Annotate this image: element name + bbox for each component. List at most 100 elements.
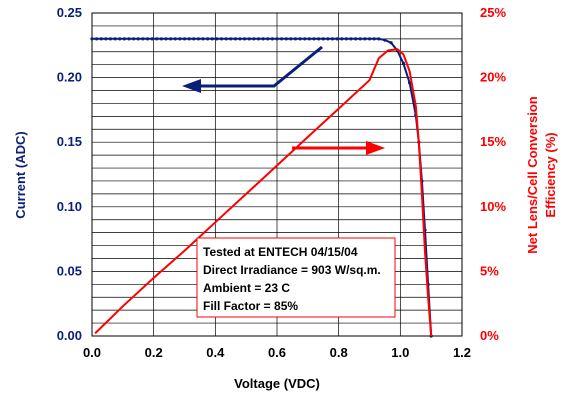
x-tick-label: 0.0 — [83, 345, 101, 360]
current-data-point — [178, 37, 182, 41]
current-data-point — [224, 37, 228, 41]
current-data-point — [372, 37, 376, 41]
current-data-point — [141, 37, 145, 41]
current-data-point — [280, 37, 284, 41]
annotation-line-2: Direct Irradiance = 903 W/sq.m. — [203, 263, 381, 277]
left-arrow-head — [182, 79, 201, 93]
y-left-tick-label: 0.05 — [57, 263, 82, 278]
current-data-point — [108, 37, 113, 41]
current-data-point — [247, 37, 251, 41]
y-right-tick-label: 20% — [480, 70, 506, 85]
current-data-point — [215, 37, 219, 41]
tick-labels: 0.0 0.2 0.4 0.6 0.8 1.0 1.2 0.00 0.05 0.10 0.15 0.2… — [57, 5, 507, 360]
current-data-point — [407, 81, 412, 85]
y-right-tick-label: 5% — [480, 263, 499, 278]
current-data-point — [303, 37, 307, 41]
current-data-point — [238, 37, 242, 41]
current-data-point — [317, 37, 321, 41]
current-data-point — [104, 37, 108, 41]
left-arrow-shaft — [200, 45, 323, 88]
current-data-point — [196, 37, 200, 41]
efficiency-line — [94, 48, 433, 337]
x-tick-label: 0.6 — [268, 345, 286, 360]
y-left-tick-label: 0.15 — [57, 134, 82, 149]
current-data-point — [401, 61, 406, 65]
current-data-point — [354, 37, 358, 41]
current-data-point — [187, 37, 191, 41]
current-data-point — [266, 37, 270, 41]
current-data-point — [113, 37, 117, 41]
y-left-axis-title: Current (ADC) — [13, 131, 28, 218]
current-data-point — [256, 37, 261, 41]
annotation-box — [196, 237, 396, 318]
current-data-point — [321, 37, 325, 41]
current-data-point — [122, 37, 126, 41]
annotation-line-3: Ambient = 23 C — [203, 281, 290, 295]
current-data-point — [289, 37, 293, 41]
current-data-point — [252, 37, 256, 41]
current-data-point — [201, 37, 205, 41]
y-right-axis-title-line-2: Efficiency (%) — [543, 132, 558, 217]
current-data-point — [284, 37, 288, 41]
gridlines — [92, 13, 462, 336]
y-left-tick-label: 0.10 — [57, 199, 82, 214]
y-right-tick-label: 0% — [480, 328, 499, 343]
y-right-axis-title-line-1: Net Lens/Cell Conversion — [525, 96, 540, 254]
current-data-point — [349, 37, 353, 41]
right-arrow-head — [366, 141, 385, 155]
y-left-tick-label: 0.00 — [57, 328, 82, 343]
y-left-tick-label: 0.20 — [57, 70, 82, 85]
current-data-point — [275, 37, 279, 41]
current-data-point — [233, 37, 237, 41]
x-tick-label: 1.0 — [391, 345, 409, 360]
x-axis-title: Voltage (VDC) — [234, 376, 320, 391]
current-data-point — [192, 37, 196, 41]
current-data-point — [307, 37, 311, 41]
current-data-point — [155, 37, 159, 41]
current-data-point — [383, 38, 387, 42]
y-right-tick-label: 15% — [480, 134, 506, 149]
plot-area-frame — [91, 12, 463, 337]
current-data-point — [326, 37, 330, 41]
current-data-point — [164, 37, 168, 41]
current-data-point — [210, 37, 214, 41]
annotation-line-1: Tested at ENTECH 04/15/04 — [203, 245, 358, 259]
current-data-point — [169, 37, 173, 41]
current-data-point — [298, 37, 302, 41]
current-data-point — [173, 37, 177, 41]
y-right-axis-title: Net Lens/Cell Conversion Efficiency (%) — [525, 96, 558, 254]
current-data-point — [127, 37, 131, 41]
y-left-tick-label: 0.25 — [57, 5, 82, 20]
current-data-point — [335, 37, 339, 41]
current-data-point — [99, 37, 103, 41]
annotation-line-4: Fill Factor = 85% — [203, 299, 298, 313]
current-data-point — [243, 37, 247, 41]
current-data-point — [312, 37, 316, 41]
current-data-point — [132, 37, 136, 41]
current-data-point — [150, 37, 154, 41]
current-data-point — [219, 37, 224, 41]
current-data-point — [293, 37, 298, 41]
current-data-point — [145, 37, 150, 41]
current-data-point — [389, 41, 393, 45]
current-data-point — [367, 37, 372, 41]
current-data-point — [95, 37, 99, 41]
current-data-point — [136, 37, 140, 41]
data-series — [90, 37, 433, 338]
test-conditions-annotation: Tested at ENTECH 04/15/04 Direct Irradia… — [196, 237, 396, 318]
x-tick-label: 0.8 — [330, 345, 348, 360]
current-data-point — [229, 37, 233, 41]
current-data-point — [159, 37, 163, 41]
current-data-point — [330, 37, 335, 41]
current-data-point — [270, 37, 274, 41]
current-data-point — [340, 37, 344, 41]
current-data-point — [261, 37, 265, 41]
axis-pointer-arrows — [182, 45, 385, 155]
current-data-point — [206, 37, 210, 41]
current-data-point — [118, 37, 122, 41]
x-tick-label: 1.2 — [453, 345, 471, 360]
y-right-tick-label: 25% — [480, 5, 506, 20]
y-right-tick-label: 10% — [480, 199, 506, 214]
x-tick-label: 0.2 — [145, 345, 163, 360]
